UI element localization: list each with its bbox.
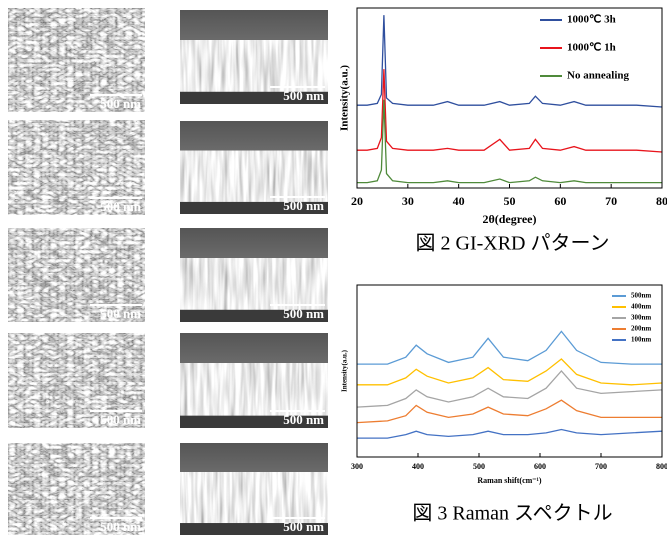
- sem-cross-film: [180, 151, 328, 202]
- series-line: [357, 100, 662, 183]
- scale-bar-label: 500 nm: [283, 306, 324, 321]
- series-line: [357, 371, 662, 407]
- legend-label: 100nm: [631, 336, 651, 344]
- legend-label: 1000℃ 1h: [567, 42, 616, 54]
- y-axis-label: Intensity(a.u.): [339, 65, 351, 131]
- x-tick-label: 300: [351, 462, 363, 471]
- x-tick-label: 40: [453, 194, 465, 208]
- scale-bar-label: 500 nm: [100, 412, 141, 427]
- plot-frame: [357, 8, 662, 188]
- x-tick-label: 800: [656, 462, 667, 471]
- x-tick-label: 30: [402, 194, 414, 208]
- plot-frame: [357, 285, 662, 457]
- x-axis-label: 2θ(degree): [482, 212, 536, 226]
- x-tick-label: 600: [534, 462, 546, 471]
- scale-bar-label: 500 nm: [283, 412, 324, 427]
- legend-label: 500nm: [631, 292, 651, 300]
- scale-bar-label: 500 nm: [283, 198, 324, 213]
- x-tick-label: 60: [554, 194, 566, 208]
- x-tick-label: 80: [656, 194, 667, 208]
- legend-label: 400nm: [631, 303, 651, 311]
- series-line: [357, 69, 662, 152]
- legend-label: 1000℃ 3h: [567, 14, 616, 26]
- sem-cross-film: [180, 258, 328, 310]
- x-axis-label: Raman shift(cm⁻¹): [477, 476, 542, 485]
- scale-bar-label: 500 nm: [100, 519, 141, 534]
- scale-bar-label: 500 nm: [100, 96, 141, 111]
- figure-caption: 図 3 Raman スペクトル: [412, 502, 612, 525]
- sem-cross-film: [180, 40, 328, 92]
- scale-bar-label: 500 nm: [283, 88, 324, 103]
- figure-page: 500 nm 500 nm 500 nm 500 nm 500 nm 500 nm 500 …: [0, 0, 667, 535]
- sem-cross-film: [180, 363, 328, 415]
- x-tick-label: 20: [351, 194, 363, 208]
- scale-bar-label: 500 nm: [100, 199, 141, 214]
- x-tick-label: 50: [504, 194, 516, 208]
- series-line: [357, 331, 662, 364]
- sem-cross-film: [180, 472, 328, 523]
- legend-label: 200nm: [631, 325, 651, 333]
- x-tick-label: 500: [473, 462, 485, 471]
- scale-bar-label: 500 nm: [283, 519, 324, 534]
- series-line: [357, 15, 662, 107]
- x-tick-label: 700: [595, 462, 607, 471]
- legend-label: No annealing: [567, 70, 630, 82]
- legend-label: 300nm: [631, 314, 651, 322]
- series-line: [357, 430, 662, 439]
- scale-bar-label: 500 nm: [100, 306, 141, 321]
- series-line: [357, 400, 662, 422]
- x-tick-label: 400: [412, 462, 424, 471]
- y-axis-label: Intensity(a.u.): [341, 349, 349, 392]
- x-tick-label: 70: [605, 194, 617, 208]
- figure-caption: 図 2 GI-XRD パターン: [416, 232, 610, 255]
